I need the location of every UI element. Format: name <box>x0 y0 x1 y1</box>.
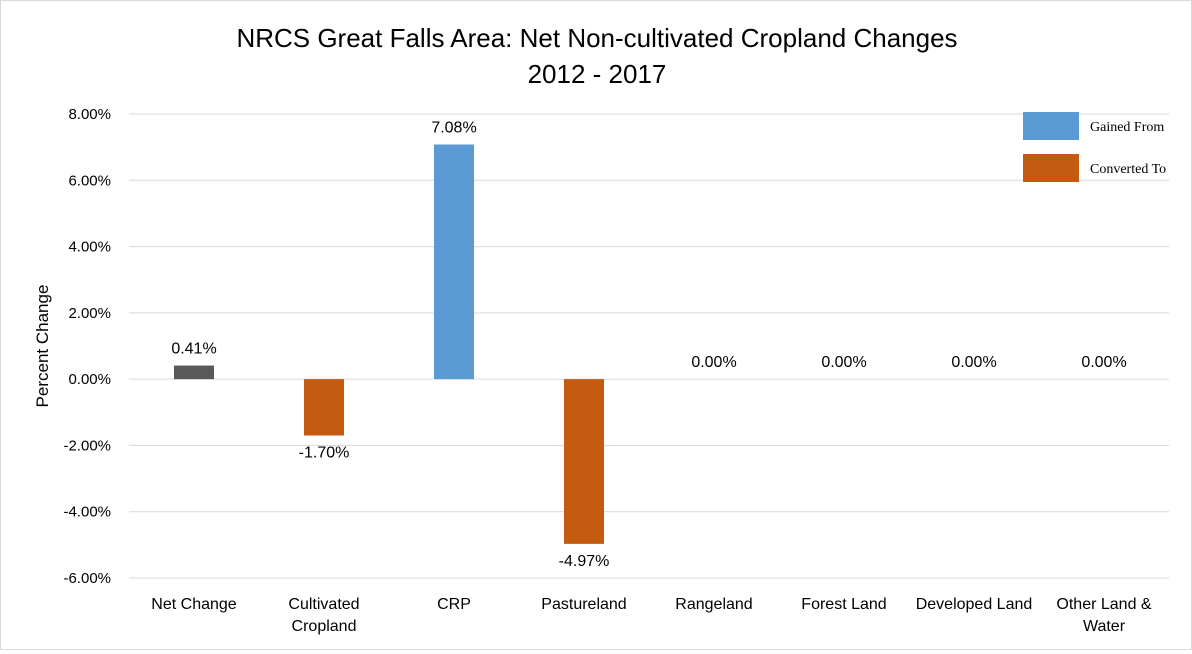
data-label: 7.08% <box>431 119 476 136</box>
data-label: 0.00% <box>951 354 996 371</box>
category-labels: Net Change Cultivated Cropland CRP Pasturela… <box>151 596 1152 635</box>
data-label: 0.00% <box>1081 354 1126 371</box>
y-axis-ticks: 8.00% 6.00% 4.00% 2.00% 0.00% -2.00% -4.00% -6.… <box>63 106 111 587</box>
data-label: -1.70% <box>299 444 350 461</box>
category-label: Cultivated <box>288 596 359 613</box>
bar <box>174 365 214 380</box>
bar <box>564 379 604 544</box>
y-tick-label: -4.00% <box>63 504 111 521</box>
category-label: Rangeland <box>675 596 752 613</box>
category-label: Developed Land <box>916 596 1033 613</box>
bars <box>174 144 604 544</box>
data-label: -4.97% <box>559 553 610 570</box>
category-label: CRP <box>437 596 471 613</box>
y-tick-label: 0.00% <box>68 371 111 388</box>
category-label: Net Change <box>151 596 236 613</box>
category-label: Pastureland <box>541 596 626 613</box>
bar <box>434 144 474 380</box>
chart-subtitle: 2012 - 2017 <box>528 59 667 89</box>
y-tick-label: 8.00% <box>68 106 111 123</box>
category-label: Other Land & <box>1056 596 1152 613</box>
y-tick-label: 2.00% <box>68 305 111 322</box>
category-label: Cropland <box>292 618 357 635</box>
y-axis-title: Percent Change <box>33 285 52 408</box>
legend-label: Converted To <box>1090 162 1166 177</box>
legend-swatch <box>1023 154 1079 182</box>
y-tick-label: 4.00% <box>68 239 111 256</box>
chart-title: NRCS Great Falls Area: Net Non-cultivate… <box>236 23 957 53</box>
data-label: 0.00% <box>821 354 866 371</box>
category-label: Forest Land <box>801 596 886 613</box>
data-labels: 0.41% -1.70% 7.08% -4.97% 0.00% 0.00% 0.00% 0.0… <box>171 119 1126 569</box>
bar <box>304 379 344 436</box>
y-tick-label: 6.00% <box>68 172 111 189</box>
gridlines <box>129 113 1169 579</box>
data-label: 0.41% <box>171 341 216 358</box>
legend-swatch <box>1023 112 1079 140</box>
legend: Gained From Converted To <box>1023 112 1166 182</box>
category-label: Water <box>1083 618 1126 635</box>
legend-label: Gained From <box>1090 120 1164 135</box>
y-tick-label: -6.00% <box>63 570 111 587</box>
data-label: 0.00% <box>691 354 736 371</box>
y-tick-label: -2.00% <box>63 437 111 454</box>
